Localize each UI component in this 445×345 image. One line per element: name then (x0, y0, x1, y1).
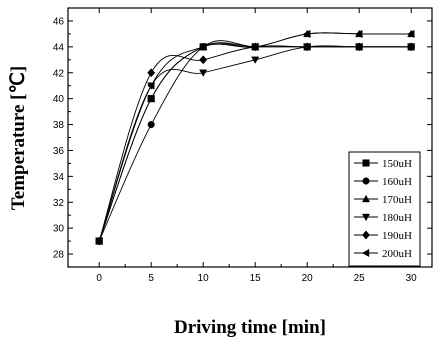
y-tick-label: 28 (53, 250, 65, 261)
y-tick-label: 30 (53, 224, 65, 235)
legend-item: 170uH (354, 194, 412, 206)
data-point (303, 42, 312, 52)
legend-box (348, 151, 421, 267)
data-point (355, 29, 363, 38)
y-tick-label: 36 (53, 146, 65, 157)
data-point (199, 42, 207, 51)
legend-marker (361, 213, 371, 222)
data-point (303, 29, 311, 38)
legend-item: 180uH (354, 212, 412, 224)
legend-label: 200uH (382, 248, 412, 260)
data-point (147, 121, 155, 129)
y-tick-label: 40 (53, 94, 65, 105)
x-tick-label: 20 (302, 273, 314, 284)
x-tick-label: 10 (198, 273, 210, 284)
legend: 150uH 160uH 170uH 180uH 190uH 200uH (348, 151, 421, 267)
data-point (355, 42, 364, 52)
data-point (95, 237, 103, 246)
data-point (251, 42, 259, 51)
data-point (147, 81, 155, 90)
legend-item: 200uH (354, 248, 412, 260)
y-tick-label: 46 (53, 16, 65, 27)
y-tick-label: 32 (53, 198, 65, 209)
y-tick-label: 38 (53, 120, 65, 131)
legend-item: 150uH (354, 158, 412, 170)
x-tick-label: 25 (354, 273, 366, 284)
x-axis-title: Driving time [min] (174, 317, 326, 338)
x-tick-label: 30 (406, 273, 418, 284)
data-point (147, 68, 156, 78)
data-point (199, 55, 208, 65)
legend-marker (361, 248, 370, 258)
legend-item: 160uH (354, 176, 412, 188)
legend-label: 190uH (382, 230, 412, 242)
legend-marker (362, 230, 370, 240)
data-point (199, 69, 208, 77)
data-point (147, 94, 156, 102)
legend-marker (362, 159, 370, 167)
data-point (251, 56, 260, 64)
y-axis-ticks: 28 30 32 34 36 38 40 42 44 46 (53, 16, 432, 261)
x-tick-label: 0 (96, 273, 102, 284)
y-axis-title: Temperature [℃] (8, 66, 29, 210)
series-200uH (95, 29, 415, 246)
y-tick-label: 42 (53, 68, 65, 79)
legend-label: 150uH (382, 158, 412, 170)
x-tick-label: 5 (148, 273, 154, 284)
legend-item: 190uH (354, 230, 412, 242)
data-point (407, 29, 415, 38)
series-layer (95, 29, 416, 246)
x-tick-label: 15 (250, 273, 262, 284)
legend-label: 160uH (382, 176, 412, 188)
legend-label: 180uH (382, 212, 412, 224)
y-tick-label: 34 (53, 172, 65, 183)
legend-marker (362, 177, 370, 185)
legend-marker (361, 194, 371, 203)
data-point (407, 42, 416, 52)
y-tick-label: 44 (53, 42, 65, 53)
legend-label: 170uH (382, 194, 412, 206)
